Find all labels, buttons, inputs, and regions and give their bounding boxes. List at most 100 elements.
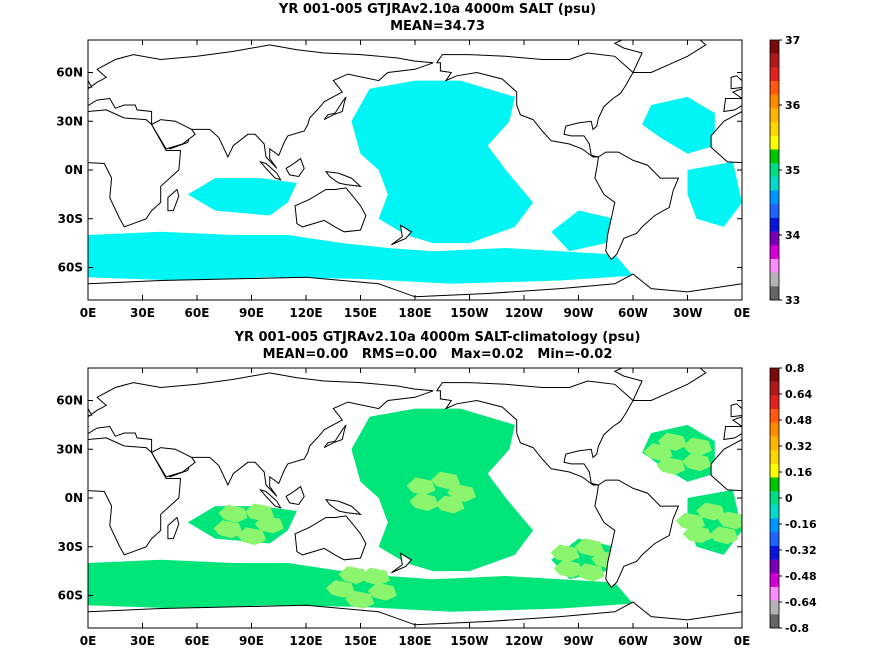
y-tick-label: 30S (58, 540, 83, 554)
anomaly-patch (574, 538, 604, 557)
coastline-arabia (150, 119, 196, 150)
salinity-region (88, 559, 633, 612)
y-tick-label: 30N (56, 442, 83, 456)
anomaly-patch (575, 563, 605, 582)
coastline-australia (294, 515, 367, 561)
colorbar-swatch (770, 422, 779, 437)
colorbar-swatch (770, 491, 779, 506)
colorbar-swatch (770, 94, 779, 109)
bottom-panel-stats: MEAN=0.00 RMS=0.00 Max=0.02 Min=-0.02 (262, 347, 613, 362)
x-tick-label: 90E (239, 306, 264, 320)
colorbar-swatch (770, 204, 779, 219)
coastline-britain (88, 79, 93, 89)
x-tick-label: 30W (673, 306, 703, 320)
colorbar-swatch (770, 231, 779, 246)
colorbar: 37 36 35 34 33 (769, 34, 801, 307)
coastline-madagascar (167, 188, 180, 212)
salinity-region (687, 161, 742, 227)
anomaly-patch (435, 495, 465, 514)
x-tick-label: 120W (505, 634, 543, 648)
colorbar-swatch (770, 40, 779, 54)
top-panel-mean: MEAN=34.73 (390, 19, 485, 34)
x-tick-label: 60W (618, 634, 648, 648)
x-tick-label: 180E (398, 306, 431, 320)
x-tick-label: 120E (289, 306, 322, 320)
colorbar-swatch (770, 176, 779, 191)
anomaly-patch (709, 526, 739, 545)
x-tick-label: 180E (398, 634, 431, 648)
salinity-region (88, 231, 633, 284)
coastline-britain (730, 403, 742, 418)
anomaly-patch (237, 527, 267, 546)
x-tick-label: 30E (130, 306, 155, 320)
coastline-new-guinea (324, 498, 363, 515)
salinity-region (551, 210, 615, 252)
colorbar-swatch (770, 381, 779, 396)
top-panel-title: YR 001-005 GTJRAv2.10a 4000m SALT (psu) (278, 2, 597, 17)
y-tick-label: 60N (56, 66, 83, 80)
colorbar-swatch (770, 258, 779, 273)
coastline-britain (730, 75, 742, 90)
colorbar-label: -0.32 (785, 544, 817, 557)
colorbar-swatch (770, 245, 779, 260)
colorbar-label: 0.64 (785, 388, 812, 401)
coastline-antarctica (88, 601, 742, 628)
colorbar-swatch (770, 163, 779, 178)
anomaly-patch (345, 590, 375, 609)
anomaly-patch (360, 567, 390, 586)
map-panel-salt: 0E 30E 60E 90E 120E 150E 180E 150W 120W 90W 60W 30W… (56, 34, 833, 320)
salinity-region (351, 408, 534, 572)
x-tick-label: 60W (618, 306, 648, 320)
anomaly-patch (254, 515, 284, 534)
colorbar-swatch (770, 395, 779, 410)
anomaly-patch (550, 544, 580, 563)
colorbar-label: -0.64 (785, 596, 817, 609)
colorbar-swatch (770, 81, 779, 96)
coastline-sumatra (259, 160, 282, 181)
colorbar-swatch (770, 450, 779, 465)
coastline-n-america (435, 380, 634, 486)
colorbar-swatch (770, 586, 779, 601)
anomaly-patch (218, 504, 248, 523)
anomaly-patch (696, 502, 726, 521)
x-tick-label: 0E (734, 634, 751, 648)
colorbar-label: 37 (785, 34, 800, 47)
colorbar-label: -0.16 (785, 518, 817, 531)
colorbar-swatch (770, 67, 779, 82)
anomaly-patch (682, 453, 712, 472)
map-panel-anomaly: 0E 30E 60E 90E 120E 150E 180E 150W 120W 90W 60W 30W… (56, 362, 817, 648)
colorbar-swatch (770, 504, 779, 519)
coastline-n-america (435, 52, 634, 158)
x-tick-label: 0E (80, 306, 97, 320)
x-tick-label: 120E (289, 634, 322, 648)
colorbar-swatch (770, 436, 779, 451)
anomaly-patch (431, 471, 461, 490)
anomaly-patch (406, 477, 436, 496)
coastline-new-zealand (391, 224, 413, 246)
coastline-africa (88, 109, 182, 228)
coastline-greenland (613, 368, 707, 401)
salinity-region (351, 80, 534, 244)
anomaly-patch (657, 432, 687, 451)
x-tick-label: 150E (344, 634, 377, 648)
colorbar-label: 36 (785, 99, 801, 112)
x-tick-label: 30E (130, 634, 155, 648)
colorbar-label: 0.16 (785, 466, 812, 479)
coastline-antarctica (741, 283, 742, 300)
coastline-arabia (150, 447, 196, 478)
colorbar-swatch (770, 190, 779, 205)
anomaly-patch (656, 457, 686, 475)
anomaly-patch (338, 566, 368, 584)
anomaly-patch (682, 525, 712, 544)
x-tick-label: 150W (450, 306, 488, 320)
coastline-madagascar (822, 190, 833, 211)
x-tick-label: 60E (185, 306, 210, 320)
colorbar-swatch (770, 409, 779, 424)
coastline-madagascar (167, 516, 180, 540)
coastline-borneo (285, 157, 305, 178)
coastline-new-zealand (391, 552, 413, 574)
colorbar-swatch (770, 463, 779, 478)
colorbar-swatch (770, 545, 779, 560)
y-tick-label: 60S (58, 589, 83, 603)
